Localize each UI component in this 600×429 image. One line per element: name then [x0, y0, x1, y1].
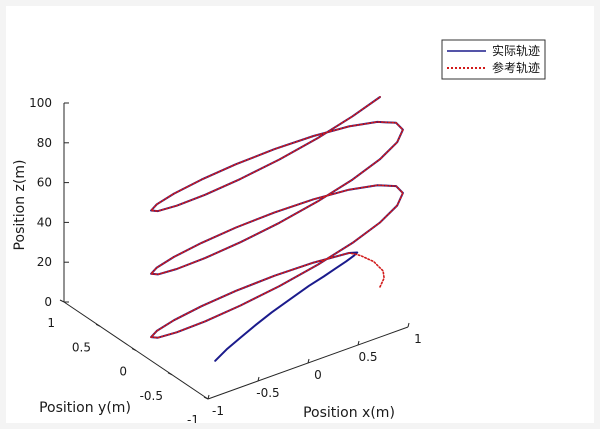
legend-label-actual: 实际轨迹: [492, 43, 540, 58]
z-axis-label: Position z(m): [12, 160, 28, 251]
y-axis-label: Position y(m): [39, 400, 131, 416]
x-tick-label: -1: [212, 404, 224, 418]
z-tick-label: 0: [44, 295, 52, 309]
legend-label-reference: 参考轨迹: [492, 60, 540, 75]
series-actual-trajectory: [150, 96, 404, 362]
y-tick-label: 0: [119, 365, 127, 379]
x-tick: [257, 376, 260, 382]
x-tick-label: 1: [414, 332, 422, 346]
y-tick-label: 0.5: [72, 340, 91, 354]
x-tick: [407, 322, 410, 328]
figure-canvas: 0 20 40 60 80 100 -1 -0.5 0 0.5 1 -1 -0.5 0 0.5 1 Posit…: [6, 6, 594, 423]
x-tick: [357, 340, 360, 346]
y-tick-label: -0.5: [140, 389, 163, 403]
y-tick: [131, 348, 137, 351]
x-tick-label: 0.5: [358, 350, 377, 364]
z-tick-label: 100: [29, 96, 52, 110]
z-tick-label: 40: [37, 215, 52, 229]
x-axis-label: Position x(m): [303, 405, 395, 421]
x-tick-label: -0.5: [256, 386, 279, 400]
y-tick: [167, 372, 173, 376]
z-tick-label: 60: [37, 176, 52, 190]
legend-box: [441, 39, 546, 80]
y-tick: [59, 299, 65, 303]
z-tick-label: 80: [37, 136, 52, 150]
trajectory-curves: [150, 96, 404, 362]
series-reference-trajectory: [150, 96, 404, 339]
y-tick-label: -1: [187, 413, 199, 423]
y-tick: [95, 323, 101, 327]
y-tick: [203, 396, 209, 400]
legend: 实际轨迹 参考轨迹: [441, 39, 546, 80]
axis-tick-labels: 0 20 40 60 80 100 -1 -0.5 0 0.5 1 -1 -0.5 0 0.5 1: [29, 96, 422, 423]
z-tick-label: 20: [37, 255, 52, 269]
y-tick-label: 1: [47, 316, 55, 330]
x-tick: [207, 394, 210, 400]
axis-ticks: [59, 102, 410, 400]
x-tick-label: 0: [314, 368, 322, 382]
x-tick: [307, 358, 310, 364]
helix-trajectory-chart: 0 20 40 60 80 100 -1 -0.5 0 0.5 1 -1 -0.5 0 0.5 1 Posit…: [12, 39, 546, 423]
axes-lines: [63, 103, 409, 400]
